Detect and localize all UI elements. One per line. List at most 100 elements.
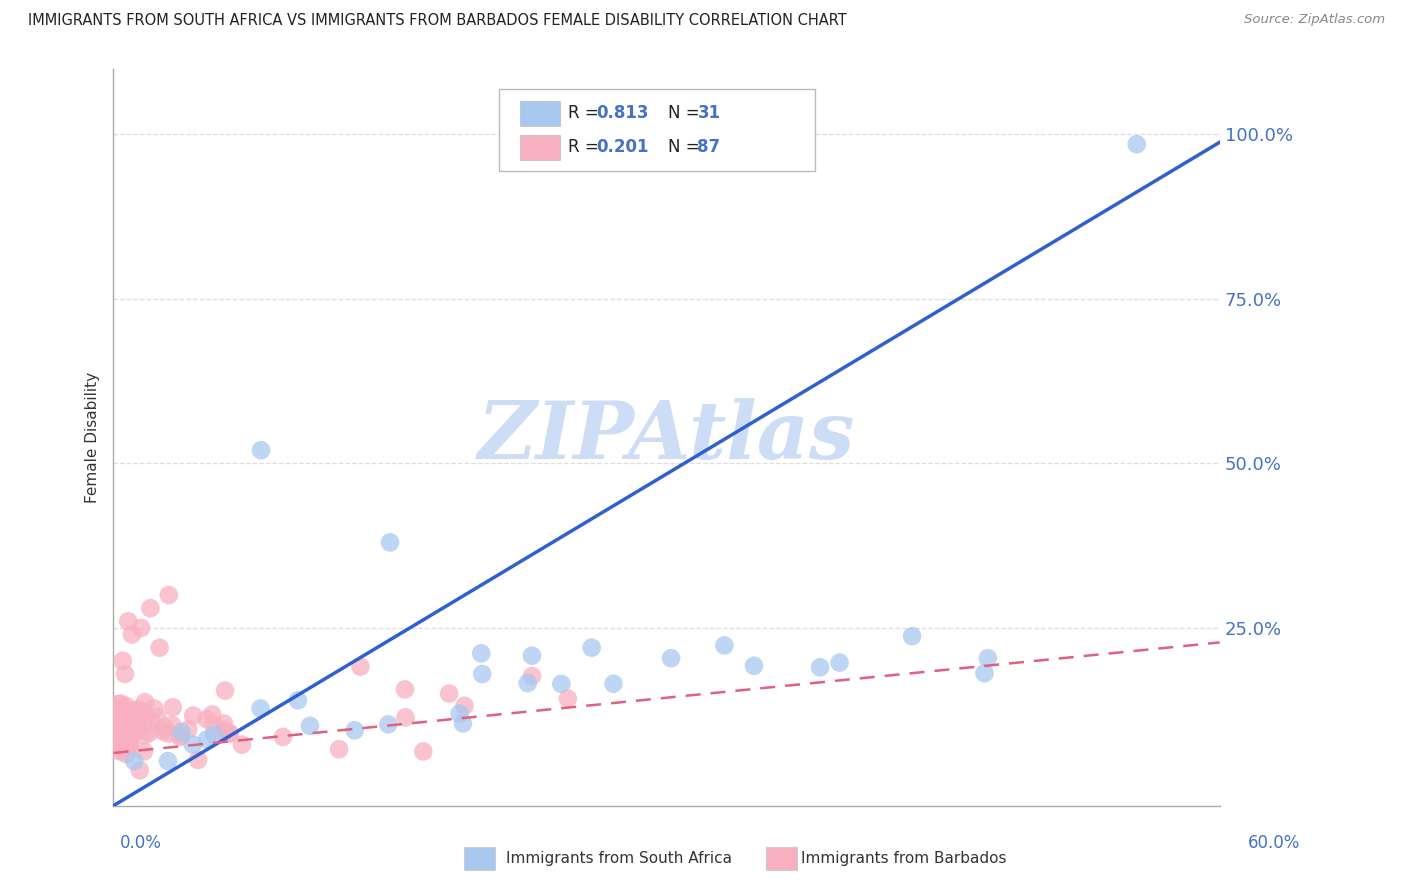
Text: N =: N = (668, 138, 704, 156)
Point (742, 658, 765, 673)
Point (134, 729, 156, 743)
Point (187, 753, 209, 767)
Point (181, 738, 204, 752)
Point (114, 706, 136, 721)
Point (470, 646, 492, 660)
Point (118, 738, 141, 752)
Point (271, 730, 294, 744)
Point (127, 721, 149, 735)
Text: 0.0%: 0.0% (120, 834, 162, 852)
Point (104, 724, 127, 739)
Point (394, 710, 416, 724)
Point (412, 744, 434, 758)
Point (451, 716, 474, 731)
Point (973, 666, 995, 681)
Point (108, 707, 131, 722)
Point (132, 705, 155, 719)
Point (157, 727, 180, 741)
Point (287, 693, 309, 707)
Point (110, 714, 132, 729)
Point (349, 659, 371, 673)
Point (201, 707, 224, 722)
Point (250, 443, 273, 458)
Point (110, 697, 132, 711)
Point (132, 716, 155, 731)
Point (104, 723, 127, 737)
Point (111, 654, 134, 668)
Point (117, 735, 139, 749)
Text: 0.201: 0.201 (596, 138, 648, 156)
Point (377, 717, 399, 731)
Point (808, 660, 831, 674)
Point (114, 667, 136, 681)
Text: N =: N = (668, 104, 704, 122)
Point (437, 687, 460, 701)
Point (328, 742, 350, 756)
Point (170, 725, 193, 739)
Point (218, 726, 240, 740)
Point (114, 737, 136, 751)
Point (104, 732, 127, 747)
Point (108, 705, 131, 719)
Point (143, 701, 166, 715)
Point (169, 729, 191, 743)
Point (108, 706, 131, 720)
Point (520, 648, 543, 663)
Point (212, 725, 235, 739)
Point (128, 764, 150, 778)
Point (195, 732, 218, 747)
Point (581, 640, 603, 655)
Text: ZIPAtlas: ZIPAtlas (478, 399, 855, 475)
Point (713, 639, 735, 653)
Point (141, 715, 163, 730)
Point (127, 724, 149, 739)
Point (118, 737, 141, 751)
Point (202, 728, 225, 742)
Point (132, 744, 155, 758)
Point (152, 724, 174, 739)
Y-axis label: Female Disability: Female Disability (86, 371, 100, 503)
Point (659, 651, 682, 665)
Point (394, 682, 416, 697)
Point (218, 726, 240, 740)
Point (121, 704, 143, 718)
Point (153, 721, 176, 735)
Point (121, 627, 143, 641)
Text: R =: R = (568, 138, 605, 156)
Point (112, 723, 135, 738)
Point (550, 677, 572, 691)
Point (112, 736, 135, 750)
Point (195, 712, 218, 726)
Point (162, 700, 184, 714)
Point (181, 708, 204, 723)
Point (104, 720, 127, 734)
Text: Source: ZipAtlas.com: Source: ZipAtlas.com (1244, 13, 1385, 27)
Point (298, 719, 321, 733)
Point (602, 676, 624, 690)
Text: Immigrants from South Africa: Immigrants from South Africa (506, 851, 733, 865)
Text: Immigrants from Barbados: Immigrants from Barbados (801, 851, 1007, 865)
Point (108, 744, 131, 758)
Point (110, 743, 132, 757)
Point (107, 697, 129, 711)
Point (202, 717, 225, 731)
Point (103, 723, 125, 737)
Point (449, 706, 471, 721)
Point (132, 705, 155, 719)
Point (212, 716, 235, 731)
Point (110, 734, 132, 748)
Point (115, 747, 138, 762)
Point (156, 754, 179, 768)
Text: 87: 87 (697, 138, 720, 156)
Point (121, 714, 143, 729)
Text: 0.813: 0.813 (596, 104, 648, 122)
Point (117, 727, 139, 741)
Point (378, 535, 401, 549)
Point (177, 723, 200, 737)
Point (249, 701, 271, 715)
Point (104, 719, 127, 733)
Text: R =: R = (568, 104, 605, 122)
Point (138, 725, 160, 739)
Point (125, 716, 148, 731)
Point (453, 698, 475, 713)
